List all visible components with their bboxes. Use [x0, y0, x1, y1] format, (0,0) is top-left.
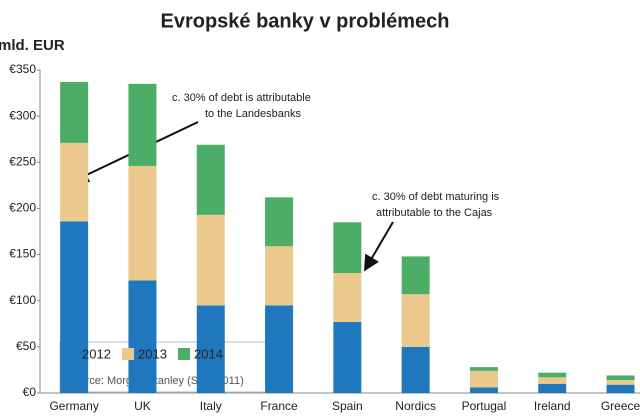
- x-tick-label: UK: [134, 399, 151, 413]
- x-tick-label: Nordics: [395, 399, 436, 413]
- x-tick-label: Italy: [200, 399, 222, 413]
- bar-segment: [606, 380, 635, 385]
- y-tick-label: €200: [9, 201, 36, 215]
- bar-segment: [128, 165, 157, 281]
- y-tick-label: €100: [9, 293, 36, 307]
- x-tick-label: Portugal: [462, 399, 507, 413]
- bar-segment: [469, 387, 498, 393]
- bar-segment: [265, 197, 294, 247]
- bar-segment: [538, 377, 567, 384]
- annotation: c. 30% of debt maturing is: [372, 191, 500, 203]
- bar-segment: [60, 142, 89, 222]
- y-tick-label: €300: [9, 108, 36, 122]
- bar-segment: [469, 370, 498, 388]
- annotation: c. 30% of debt is attributable: [172, 92, 311, 104]
- legend-swatch: [122, 348, 134, 360]
- bar-segment: [538, 372, 567, 378]
- bar-segment: [128, 280, 157, 393]
- bar-segment: [265, 246, 294, 306]
- x-tick-label: Spain: [332, 399, 363, 413]
- y-tick-label: €350: [9, 62, 36, 76]
- x-tick-label: Germany: [49, 399, 98, 413]
- bar-segment: [333, 273, 362, 322]
- bar-segment: [60, 221, 89, 393]
- bar-segment: [469, 367, 498, 371]
- annotation-arrow: [363, 221, 394, 272]
- legend-label: 2014: [194, 346, 223, 361]
- y-axis-label: mld. EUR: [0, 37, 65, 54]
- bar-segment: [538, 383, 567, 393]
- bar-segment: [265, 305, 294, 393]
- y-tick-label: €50: [16, 339, 36, 353]
- x-tick-label: France: [260, 399, 298, 413]
- bar-segment: [333, 222, 362, 274]
- legend-swatch: [178, 348, 190, 360]
- y-tick-label: €0: [23, 385, 37, 399]
- legend-label: 2012: [82, 346, 111, 361]
- legend-label: 2013: [138, 346, 167, 361]
- chart-title: Evropské banky v problémech: [160, 10, 449, 32]
- bar-segment: [128, 83, 157, 166]
- x-tick-label: Greece: [601, 399, 640, 413]
- bar-segment: [606, 384, 635, 393]
- y-tick-label: €250: [9, 154, 36, 168]
- annotation: to the Landesbanks: [205, 108, 302, 120]
- bar-segment: [196, 214, 225, 306]
- y-tick-label: €150: [9, 247, 36, 261]
- bar-segment: [196, 144, 225, 215]
- x-tick-label: Ireland: [534, 399, 571, 413]
- bar-segment: [401, 346, 430, 393]
- bar-segment: [60, 81, 89, 143]
- bar-segment: [401, 294, 430, 347]
- legend-swatch: [66, 348, 78, 360]
- bar-segment: [333, 321, 362, 393]
- annotation: attributable to the Cajas: [376, 207, 493, 219]
- bar-segment: [606, 375, 635, 381]
- bar-segment: [401, 256, 430, 295]
- legend-box: [59, 341, 271, 393]
- bar-segment: [196, 305, 225, 393]
